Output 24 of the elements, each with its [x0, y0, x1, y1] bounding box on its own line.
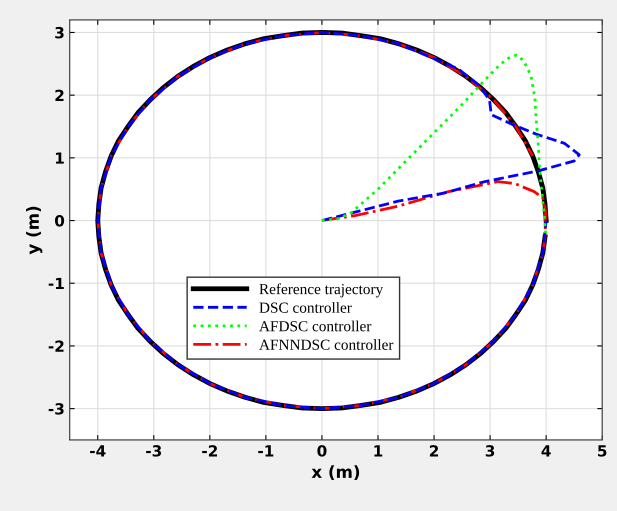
y-tick-label: 2	[55, 90, 64, 101]
x-tick-label: 0	[317, 445, 327, 457]
x-tick-label: 3	[486, 445, 494, 457]
legend-label: AFDSC controller	[259, 320, 372, 332]
y-tick-label: -1	[48, 278, 64, 290]
x-tick-label: 5	[598, 445, 606, 457]
x-tick-label: -3	[146, 445, 162, 457]
y-tick-label: 1	[56, 152, 64, 164]
y-axis-title: y (m)	[26, 206, 42, 254]
y-tick-label: -3	[48, 403, 64, 415]
x-tick-label: -1	[258, 445, 274, 456]
y-tick-label: -2	[48, 340, 64, 352]
line-series	[320, 54, 547, 234]
x-tick-label: -4	[90, 445, 106, 456]
x-axis-title: x (m)	[312, 465, 360, 480]
legend-label: DSC controller	[259, 302, 352, 313]
legend-label: Reference trajectory	[259, 283, 384, 298]
x-tick-label: 2	[430, 445, 438, 456]
x-tick-label: -2	[202, 445, 218, 456]
x-tick-label: 4	[542, 445, 551, 456]
x-tick-label: 1	[374, 445, 382, 456]
legend-label: AFNNDSC controller	[259, 339, 394, 350]
y-tick-label: 0	[54, 215, 64, 227]
y-tick-label: 3	[55, 26, 64, 38]
